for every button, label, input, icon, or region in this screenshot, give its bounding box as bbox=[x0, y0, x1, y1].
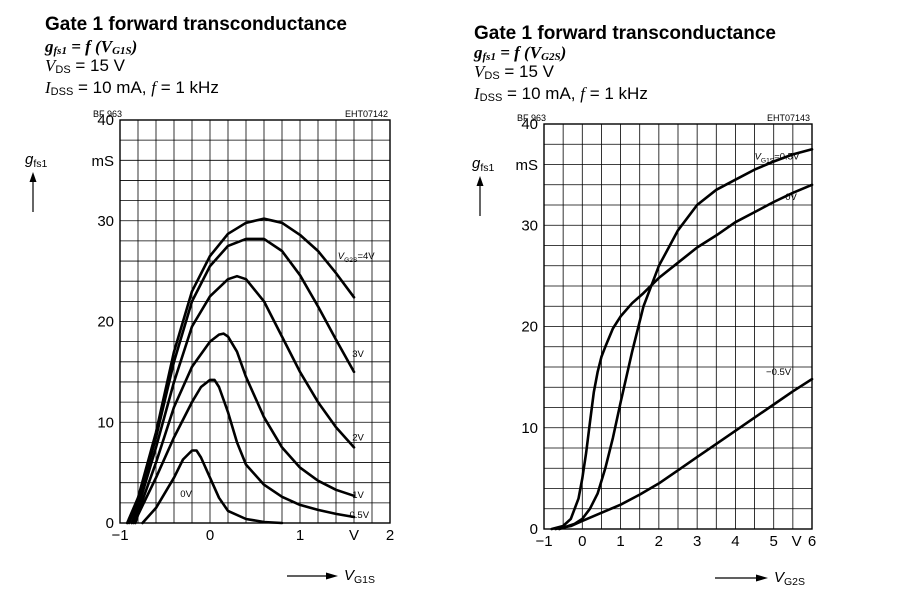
y-axis-arrowhead bbox=[29, 172, 37, 182]
x-axis-label: VG2S bbox=[774, 569, 805, 588]
vds-condition: VDS = 15 V bbox=[474, 62, 555, 82]
series-label: VG2S=4V bbox=[338, 251, 375, 264]
x-tick-label: 1 bbox=[296, 527, 304, 544]
idss-condition: IDSS = 10 mA, f = 1 kHz bbox=[474, 84, 648, 104]
x-tick-label: 3 bbox=[693, 533, 701, 550]
series-line bbox=[550, 183, 814, 531]
y-unit-label: mS bbox=[92, 153, 115, 170]
x-axis-arrowhead bbox=[326, 572, 338, 580]
x-tick-label: −1 bbox=[111, 527, 128, 544]
figure-id-label: EHT07143 bbox=[767, 113, 810, 123]
chart-title: Gate 1 forward transconductance bbox=[474, 23, 776, 44]
chart-panel-right: Gate 1 forward transconductance gfs1 = f… bbox=[450, 0, 900, 603]
series-line bbox=[558, 148, 814, 531]
x-tick-label: 6 bbox=[808, 533, 816, 550]
y-tick-label: 40 bbox=[97, 112, 114, 129]
device-label: BF 963 bbox=[517, 113, 546, 123]
series-label: 1V bbox=[352, 490, 364, 501]
series-label: −0.5V bbox=[766, 367, 792, 378]
x-unit-label: V bbox=[792, 533, 802, 550]
series-label: 0V bbox=[180, 489, 192, 500]
x-tick-label: 2 bbox=[655, 533, 663, 550]
figure-id-label: EHT07142 bbox=[345, 109, 388, 119]
series-line bbox=[132, 332, 356, 525]
y-axis-label: gfs1 bbox=[25, 151, 48, 170]
series-line bbox=[554, 377, 814, 531]
x-tick-label: 1 bbox=[616, 533, 624, 550]
series-label: VG1S=0.5V bbox=[755, 151, 800, 164]
series-line bbox=[125, 217, 356, 525]
y-tick-label: 0 bbox=[106, 515, 114, 532]
device-label: BF 963 bbox=[93, 109, 122, 119]
x-tick-label: −1 bbox=[535, 533, 552, 550]
series-label: 0.5V bbox=[350, 510, 370, 521]
y-axis-arrowhead bbox=[476, 176, 484, 186]
y-tick-label: 30 bbox=[97, 213, 114, 230]
series-line bbox=[127, 237, 356, 525]
series-line bbox=[130, 274, 356, 525]
plot-frame bbox=[543, 123, 813, 530]
y-tick-label: 30 bbox=[521, 217, 538, 234]
series-label: 3V bbox=[352, 349, 364, 360]
idss-condition: IDSS = 10 mA, f = 1 kHz bbox=[45, 78, 219, 98]
plot-frame bbox=[119, 119, 391, 524]
vds-condition: VDS = 15 V bbox=[45, 56, 126, 76]
y-tick-label: 40 bbox=[521, 116, 538, 133]
chart-panel-left: Gate 1 forward transconductance gfs1 = f… bbox=[25, 14, 394, 586]
x-tick-label: 2 bbox=[386, 527, 394, 544]
x-tick-label: 4 bbox=[731, 533, 739, 550]
x-tick-label: 5 bbox=[770, 533, 778, 550]
y-axis-label: gfs1 bbox=[472, 155, 495, 174]
chart-title: Gate 1 forward transconductance bbox=[45, 14, 347, 35]
y-tick-label: 20 bbox=[97, 314, 114, 331]
y-tick-label: 10 bbox=[521, 420, 538, 437]
y-tick-label: 10 bbox=[97, 414, 114, 431]
series-line bbox=[141, 449, 284, 525]
y-tick-label: 20 bbox=[521, 319, 538, 336]
y-unit-label: mS bbox=[516, 157, 539, 174]
x-tick-label: 0 bbox=[578, 533, 586, 550]
series-line bbox=[134, 378, 356, 525]
x-unit-label: V bbox=[349, 527, 359, 544]
series-label: 0V bbox=[785, 192, 797, 203]
y-tick-label: 0 bbox=[530, 521, 538, 538]
function-label: gfs1 = f (VG1S) bbox=[45, 37, 138, 57]
x-axis-arrowhead bbox=[756, 574, 768, 582]
x-axis-label: VG1S bbox=[344, 567, 375, 586]
x-tick-label: 0 bbox=[206, 527, 214, 544]
function-label: gfs1 = f (VG2S) bbox=[474, 43, 567, 63]
series-label: 2V bbox=[352, 432, 364, 443]
